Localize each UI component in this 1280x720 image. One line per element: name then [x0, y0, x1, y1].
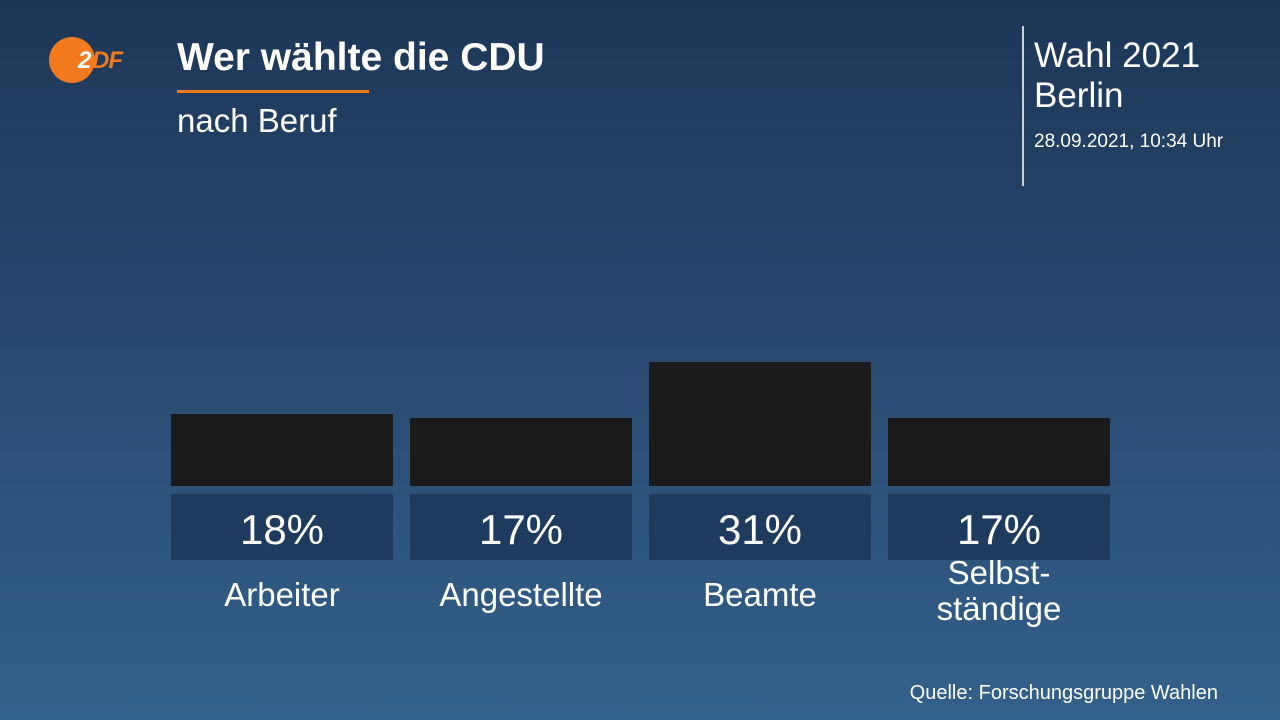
election-title: Wahl 2021: [1034, 36, 1201, 75]
bar: [888, 418, 1110, 486]
title-underline: [177, 90, 369, 93]
bar: [410, 418, 632, 486]
category-label: Angestellte: [439, 576, 602, 613]
source-note: Quelle: Forschungsgruppe Wahlen: [909, 682, 1218, 704]
category-label: Arbeiter: [224, 576, 340, 613]
svg-text:DF: DF: [92, 47, 124, 74]
value-label: 17%: [479, 506, 563, 553]
election-label: Wahl 2021 Berlin: [1034, 36, 1200, 116]
timestamp: 28.09.2021, 10:34 Uhr: [1034, 131, 1224, 152]
value-label: 18%: [240, 506, 324, 553]
bar: [649, 362, 871, 486]
bar: [171, 414, 393, 486]
category-label: Selbst-ständige: [937, 554, 1062, 627]
value-box: [888, 494, 1110, 560]
value-box: [171, 494, 393, 560]
chart-subtitle: nach Beruf: [177, 102, 337, 139]
value-box: [649, 494, 871, 560]
category-label: Beamte: [703, 576, 817, 613]
chart-title: Wer wählte die CDU: [177, 36, 545, 79]
header-divider: [1022, 26, 1024, 186]
value-label: 17%: [957, 506, 1041, 553]
value-label: 31%: [718, 506, 802, 553]
zdf-logo: 2 DF: [49, 37, 125, 83]
svg-text:2: 2: [77, 47, 92, 74]
value-box: [410, 494, 632, 560]
election-region: Berlin: [1034, 76, 1124, 115]
